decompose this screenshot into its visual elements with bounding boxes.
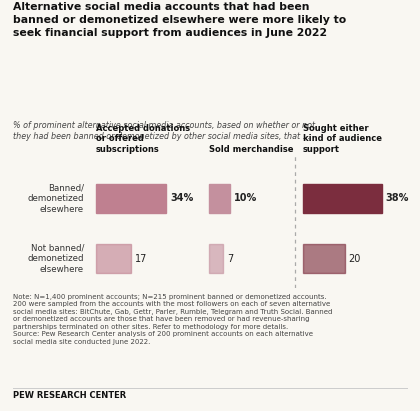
- Text: 17: 17: [135, 254, 147, 264]
- Text: Sold merchandise: Sold merchandise: [209, 145, 294, 154]
- Bar: [209, 184, 230, 213]
- Text: Note: N=1,400 prominent accounts; N=215 prominent banned or demonetized accounts: Note: N=1,400 prominent accounts; N=215 …: [13, 294, 332, 345]
- Text: 7: 7: [227, 254, 234, 264]
- Text: Accepted donations
or offered
subscriptions: Accepted donations or offered subscripti…: [96, 124, 190, 154]
- Text: Banned/
demonetized
elsewhere: Banned/ demonetized elsewhere: [27, 183, 84, 214]
- Bar: [96, 244, 131, 273]
- Text: Alternative social media accounts that had been
banned or demonetized elsewhere : Alternative social media accounts that h…: [13, 2, 346, 38]
- Bar: [96, 184, 166, 213]
- Text: % of prominent alternative social media accounts, based on whether or not
they h: % of prominent alternative social media …: [13, 121, 315, 141]
- Text: 38%: 38%: [386, 193, 409, 203]
- Text: 34%: 34%: [170, 193, 193, 203]
- Bar: [209, 244, 223, 273]
- Text: Sought either
kind of audience
support: Sought either kind of audience support: [303, 124, 382, 154]
- Bar: [303, 184, 382, 213]
- Text: PEW RESEARCH CENTER: PEW RESEARCH CENTER: [13, 391, 126, 400]
- Bar: [303, 244, 344, 273]
- Text: Not banned/
demonetized
elsewhere: Not banned/ demonetized elsewhere: [27, 243, 84, 274]
- Text: 10%: 10%: [234, 193, 257, 203]
- Text: 20: 20: [349, 254, 361, 264]
